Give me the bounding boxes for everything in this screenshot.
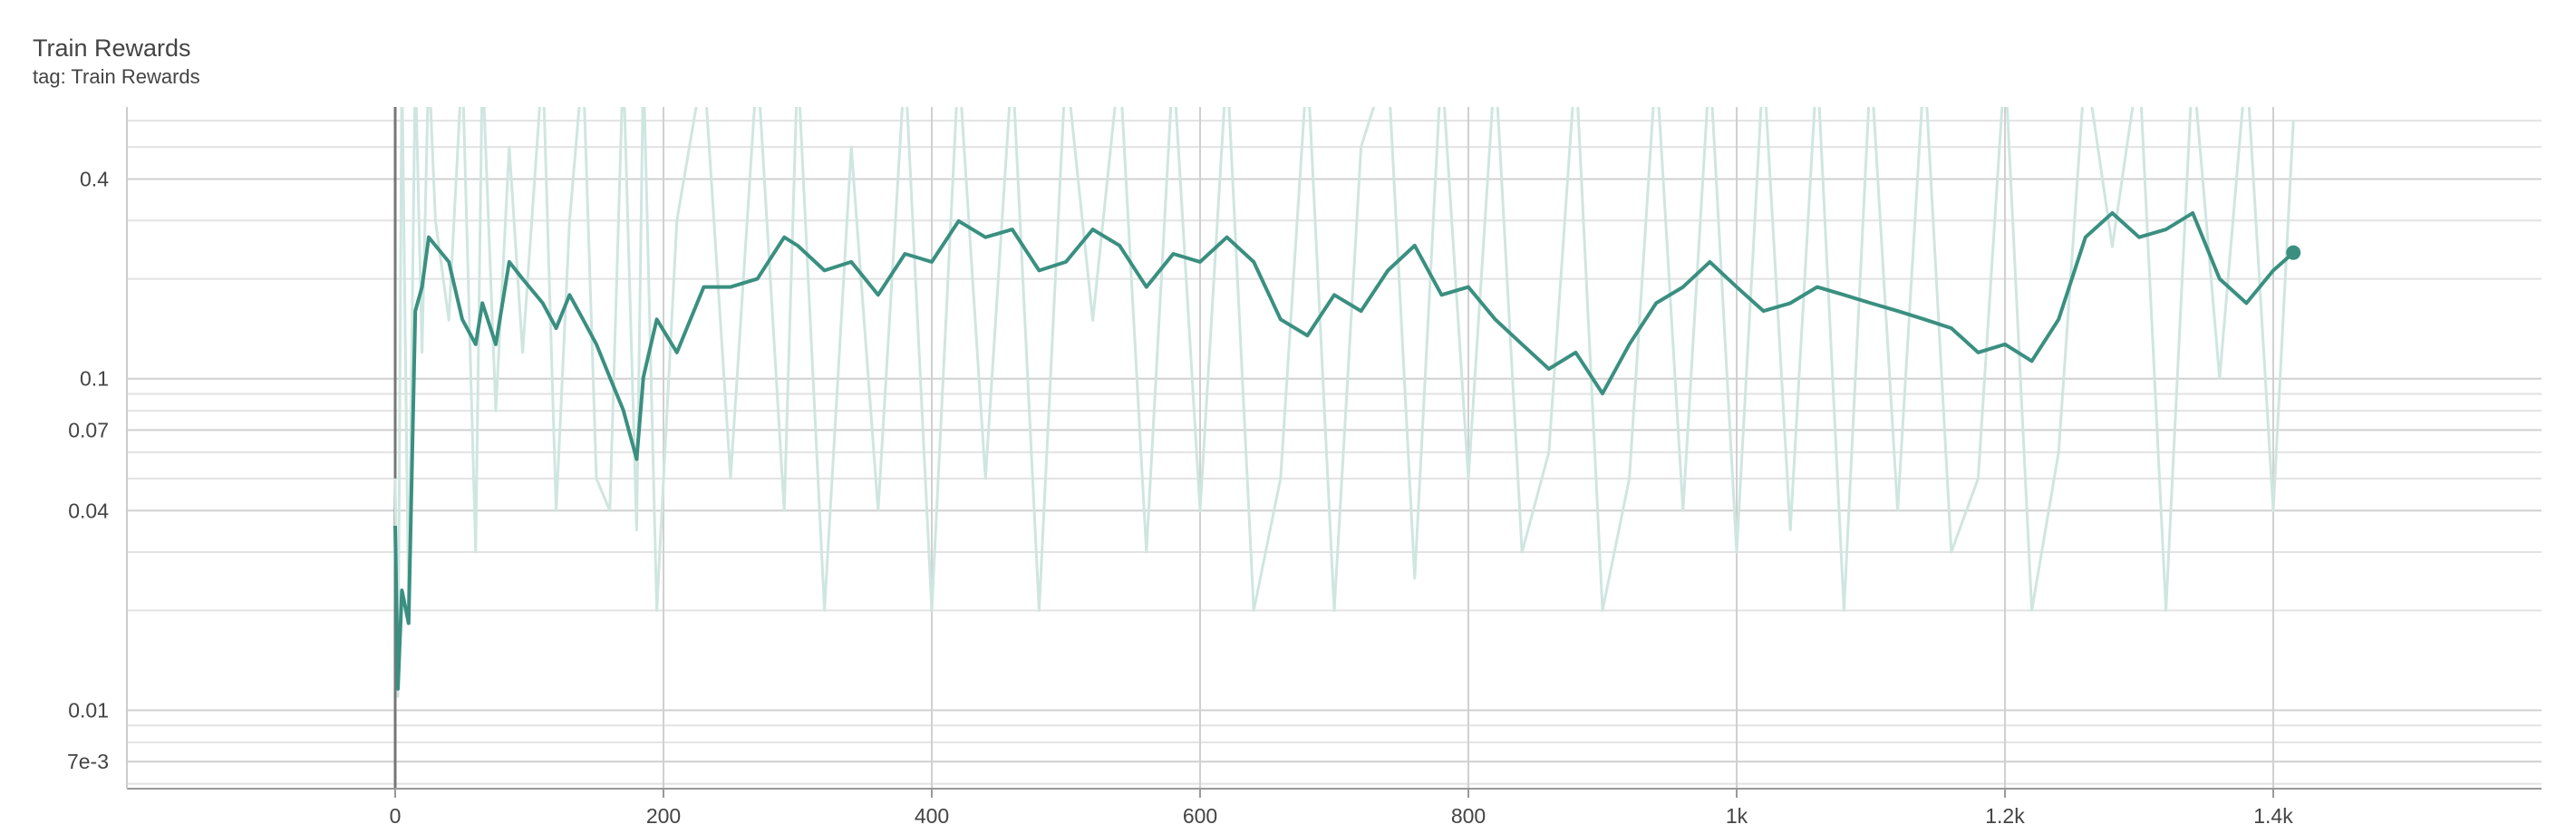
y-tick-label: 0.07 xyxy=(68,418,109,441)
x-tick-label: 1.2k xyxy=(1985,804,2025,828)
x-tick-label: 1k xyxy=(1726,804,1748,828)
plot-area xyxy=(393,107,2295,698)
x-tick-label: 200 xyxy=(646,804,681,828)
x-tick-label: 400 xyxy=(915,804,949,828)
raw-line xyxy=(393,107,2295,698)
smoothed-line xyxy=(393,211,2295,691)
x-tick-label: 600 xyxy=(1183,804,1217,828)
y-tick-label: 0.1 xyxy=(80,367,109,391)
y-tick-label: 0.04 xyxy=(68,499,109,522)
y-tick-label: 7e-3 xyxy=(67,750,109,773)
y-tick-label: 0.01 xyxy=(68,698,109,722)
end-point xyxy=(2286,245,2301,260)
chart-title: Train Rewards xyxy=(33,34,191,62)
x-tick-label: 800 xyxy=(1451,804,1486,828)
chart-subtitle: tag: Train Rewards xyxy=(33,65,200,88)
y-tick-label: 0.4 xyxy=(80,168,109,191)
x-tick-label: 1.4k xyxy=(2253,804,2293,828)
x-tick-label: 0 xyxy=(390,804,402,828)
